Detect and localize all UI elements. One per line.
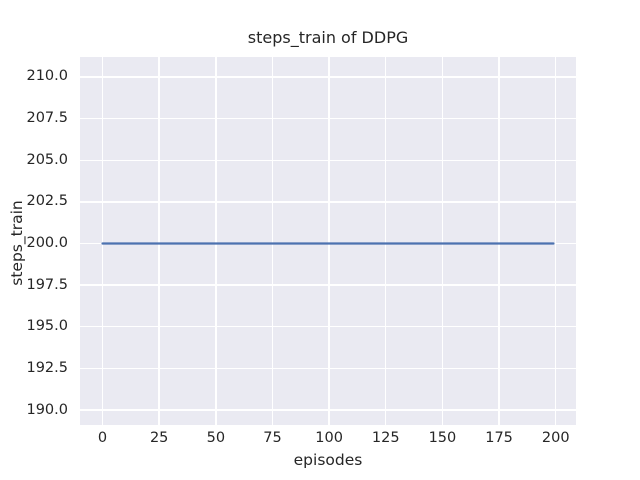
x-tick-label: 175 bbox=[485, 430, 513, 446]
series-layer bbox=[101, 242, 555, 245]
x-axis-label: episodes bbox=[293, 451, 363, 469]
x-tick-label: 125 bbox=[371, 430, 400, 446]
y-tick-label: 202.5 bbox=[26, 193, 68, 210]
y-tick-label: 195.0 bbox=[26, 318, 68, 335]
y-tick-label: 205.0 bbox=[26, 151, 68, 168]
x-tick-label: 0 bbox=[97, 430, 108, 446]
y-tick-label: 207.5 bbox=[26, 110, 68, 127]
y-gridline bbox=[80, 326, 576, 328]
y-gridline bbox=[80, 159, 576, 161]
y-gridline bbox=[80, 284, 576, 286]
x-tick-label: 25 bbox=[149, 430, 169, 446]
x-tick-label: 200 bbox=[541, 430, 570, 446]
y-gridline bbox=[80, 117, 576, 120]
y-gridline bbox=[80, 76, 576, 78]
x-tick-label: 150 bbox=[428, 430, 457, 446]
y-tick-label: 192.5 bbox=[26, 359, 68, 376]
x-tick-label: 50 bbox=[206, 430, 226, 446]
chart-title: steps_train of DDPG bbox=[247, 28, 409, 47]
x-gridline bbox=[555, 57, 557, 425]
x-gridline bbox=[441, 57, 444, 425]
y-axis-label: steps_train bbox=[8, 200, 26, 286]
plot-area bbox=[80, 57, 576, 425]
x-tick-label: 75 bbox=[263, 430, 282, 446]
x-tick-label: 100 bbox=[315, 430, 343, 446]
x-gridline bbox=[385, 57, 387, 425]
y-gridline bbox=[80, 367, 576, 370]
x-gridline bbox=[498, 57, 500, 425]
y-tick-label: 210.0 bbox=[26, 68, 68, 85]
y-tick-label: 200.0 bbox=[26, 234, 68, 251]
y-tick-label: 197.5 bbox=[26, 276, 68, 293]
x-gridline bbox=[328, 57, 330, 425]
x-gridline bbox=[101, 57, 104, 425]
x-gridline bbox=[158, 57, 160, 425]
y-gridline bbox=[80, 201, 576, 203]
y-gridline bbox=[80, 409, 576, 411]
y-tick-label: 190.0 bbox=[26, 401, 68, 418]
x-gridline bbox=[215, 57, 217, 425]
x-gridline bbox=[271, 57, 274, 425]
